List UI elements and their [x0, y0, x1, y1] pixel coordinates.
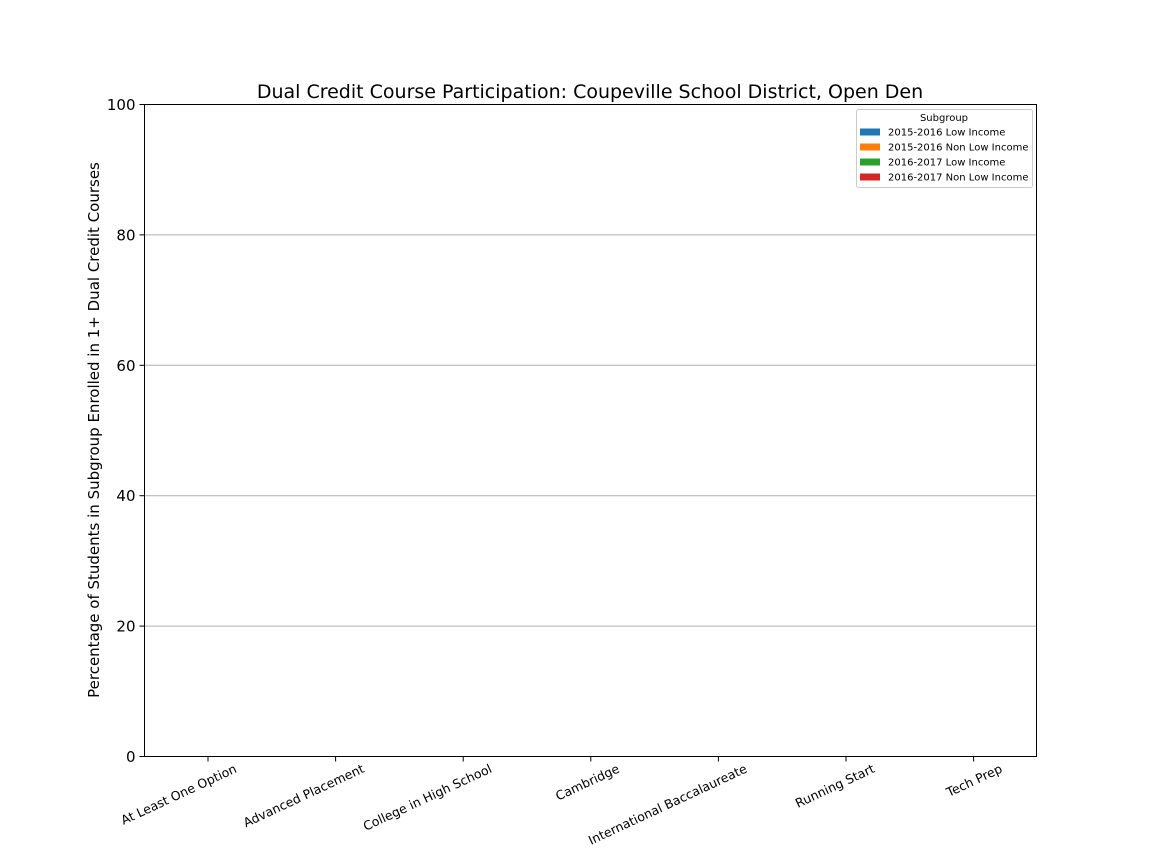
x-tick-label: Cambridge	[553, 761, 622, 804]
legend-swatch	[860, 173, 880, 181]
legend-items: 2015-2016 Low Income 2015-2016 Non Low In…	[860, 128, 1028, 184]
chart-title: Dual Credit Course Participation: Coupev…	[257, 81, 923, 103]
x-tick-label: College in High School	[361, 761, 494, 834]
y-tick-label: 20	[116, 618, 135, 636]
y-tick-label: 80	[116, 226, 135, 244]
legend: Subgroup 2015-2016 Low Income 2015-2016 N…	[856, 109, 1033, 188]
x-tick-label: Running Start	[793, 761, 877, 811]
grid-lines	[144, 234, 1037, 627]
legend-box	[856, 109, 1033, 188]
legend-title: Subgroup	[920, 113, 968, 124]
legend-label: 2015-2016 Non Low Income	[888, 143, 1028, 154]
y-axis: 0 20 40 60 80 100	[107, 96, 145, 766]
y-axis-label: Percentage of Students in Subgroup Enrol…	[85, 162, 103, 698]
x-axis: At Least One Option Advanced PlacementCol…	[118, 756, 1005, 848]
legend-label: 2015-2016 Low Income	[888, 128, 1005, 139]
legend-swatch	[860, 128, 880, 136]
y-tick-label: 0	[126, 748, 136, 766]
x-tick-label: At Least One Option	[118, 761, 238, 828]
y-tick-label: 40	[116, 487, 135, 505]
y-tick-label: 100	[107, 96, 136, 114]
plot-area-frame	[144, 104, 1037, 757]
x-tick-label: Tech Prep	[943, 761, 1004, 800]
legend-swatch	[860, 158, 880, 166]
legend-label: 2016-2017 Low Income	[888, 158, 1005, 169]
x-tick-label: Advanced Placement	[241, 761, 367, 830]
legend-label: 2016-2017 Non Low Income	[888, 173, 1028, 184]
y-tick-label: 60	[116, 357, 135, 375]
legend-swatch	[860, 143, 880, 151]
